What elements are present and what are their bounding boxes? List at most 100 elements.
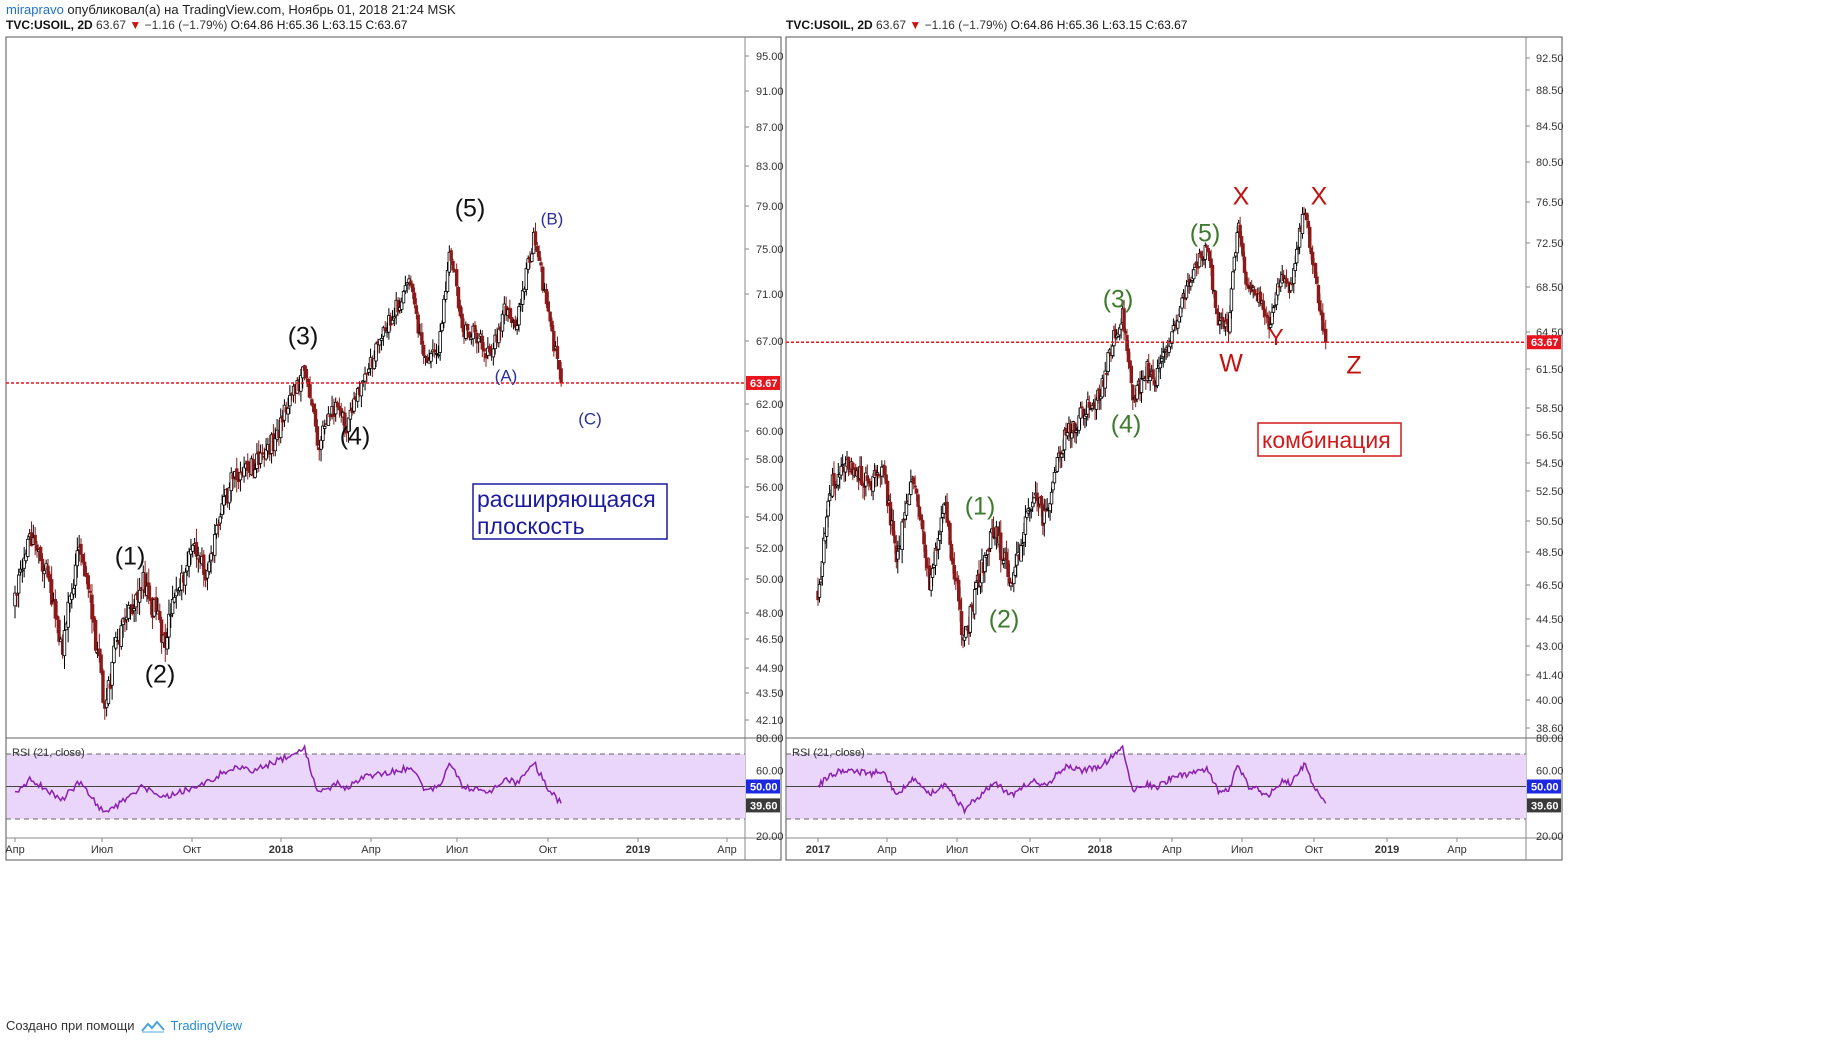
candle-body	[907, 493, 912, 506]
candle-body	[1052, 471, 1057, 484]
y-tick-label: 95.00	[756, 51, 784, 63]
candle-body	[1270, 311, 1274, 325]
chart-panel-right[interactable]: TVC:USOIL, 2D 63.67 ▼ −1.16 (−1.79%) O:6…	[785, 18, 1564, 861]
y-tick-label: 91.00	[756, 86, 784, 98]
candle-body	[1318, 300, 1322, 312]
y-tick-label: 87.00	[756, 122, 784, 134]
candle-body	[84, 572, 89, 578]
wave-label: (1)	[965, 493, 996, 521]
candle-body	[410, 283, 415, 293]
pattern-annotation-text: расширяющаяся	[477, 486, 656, 512]
candle-body	[988, 531, 993, 549]
candle-body	[38, 546, 43, 562]
y-tick-label: 40.00	[1536, 695, 1564, 707]
candle-body	[434, 353, 439, 355]
candle-body	[432, 349, 437, 353]
candle-body	[82, 561, 87, 577]
candle-body	[1164, 347, 1168, 351]
candle-body	[251, 459, 255, 476]
candle-body	[227, 487, 232, 504]
candle-body	[539, 262, 543, 266]
rsi-line	[817, 744, 1327, 815]
candle-body	[346, 417, 351, 432]
candle-body	[530, 253, 534, 262]
candle-body	[1170, 331, 1174, 344]
candle-body	[478, 333, 483, 337]
candle-body	[846, 456, 851, 470]
rsi-value-badge-label: 39.60	[1531, 800, 1559, 812]
x-tick-label: Апр	[361, 844, 380, 856]
candle-body	[1055, 457, 1060, 472]
candle-body	[1242, 256, 1247, 273]
rsi-mid-badge	[1527, 779, 1561, 794]
candle-body	[242, 466, 246, 477]
candle-body	[423, 356, 428, 359]
candle-body	[919, 514, 923, 521]
candle-body	[1234, 252, 1238, 257]
y-tick-label: 61.50	[1536, 364, 1564, 376]
x-tick-label: 2017	[806, 844, 830, 856]
chart-panel-left[interactable]: TVC:USOIL, 2D 63.67 ▼ −1.16 (−1.79%) O:6…	[5, 18, 784, 861]
candle-body	[1290, 283, 1295, 286]
candle-body	[1045, 507, 1049, 510]
y-tick-label: 62.00	[756, 399, 784, 411]
candle-body	[1020, 543, 1025, 546]
candle-body	[1238, 224, 1242, 239]
candle-body	[1192, 269, 1196, 280]
candle-body	[390, 319, 395, 325]
candle-body	[414, 305, 419, 314]
candle-body	[959, 611, 964, 636]
candle-body	[1151, 369, 1155, 380]
candle-body	[1271, 307, 1276, 313]
candle-body	[238, 471, 243, 481]
y-tick-label: 75.00	[756, 244, 784, 256]
wave-label: (3)	[288, 323, 319, 351]
candle-body	[33, 534, 37, 544]
rsi-label: RSI (21, close)	[12, 747, 85, 759]
candle-body	[409, 280, 413, 286]
candle-body	[185, 565, 189, 572]
candle-body	[383, 327, 387, 331]
candle-body	[443, 290, 448, 300]
candle-body	[1135, 384, 1139, 400]
candle-body	[1232, 256, 1237, 271]
y-tick-label: 50.00	[756, 574, 784, 586]
candle-body	[323, 426, 327, 429]
y-tick-label: 42.10	[756, 715, 784, 727]
candle-body	[1310, 251, 1315, 265]
candle-body	[923, 544, 928, 558]
candle-body	[500, 313, 505, 332]
candle-body	[447, 251, 452, 273]
candle-body	[75, 550, 80, 567]
y-tick-label: 44.50	[1536, 614, 1564, 626]
pattern-annotation-box	[1257, 422, 1402, 457]
candle-body	[524, 267, 529, 291]
author-link[interactable]: mirapravo	[6, 2, 64, 17]
candle-body	[1007, 577, 1012, 584]
candle-body	[214, 524, 219, 535]
x-tick-label: 2019	[1375, 844, 1399, 856]
candle-body	[482, 348, 486, 352]
candle-body	[99, 654, 103, 673]
candle-body	[301, 366, 305, 379]
y-tick-label: 60.00	[756, 426, 784, 438]
pattern-annotation-text: комбинация	[1262, 427, 1391, 453]
rsi-tick-label: 80.00	[756, 733, 784, 745]
candle-body	[420, 332, 424, 345]
candle-body	[22, 557, 26, 569]
y-tick-label: 58.00	[756, 454, 784, 466]
candle-body	[1210, 264, 1215, 290]
y-tick-label: 41.40	[1536, 670, 1564, 682]
y-tick-label: 68.50	[1536, 282, 1564, 294]
candle-body	[222, 496, 226, 506]
x-tick-label: Июл	[946, 844, 968, 856]
candle-body	[42, 570, 47, 575]
candle-body	[1244, 271, 1248, 285]
tradingview-brand[interactable]: TradingView	[170, 1018, 243, 1033]
candle-body	[1065, 432, 1070, 437]
wave-label: (4)	[1111, 411, 1142, 439]
y-tick-label: 84.50	[1536, 121, 1564, 133]
candle-body	[147, 582, 151, 600]
candle-body	[515, 325, 519, 330]
